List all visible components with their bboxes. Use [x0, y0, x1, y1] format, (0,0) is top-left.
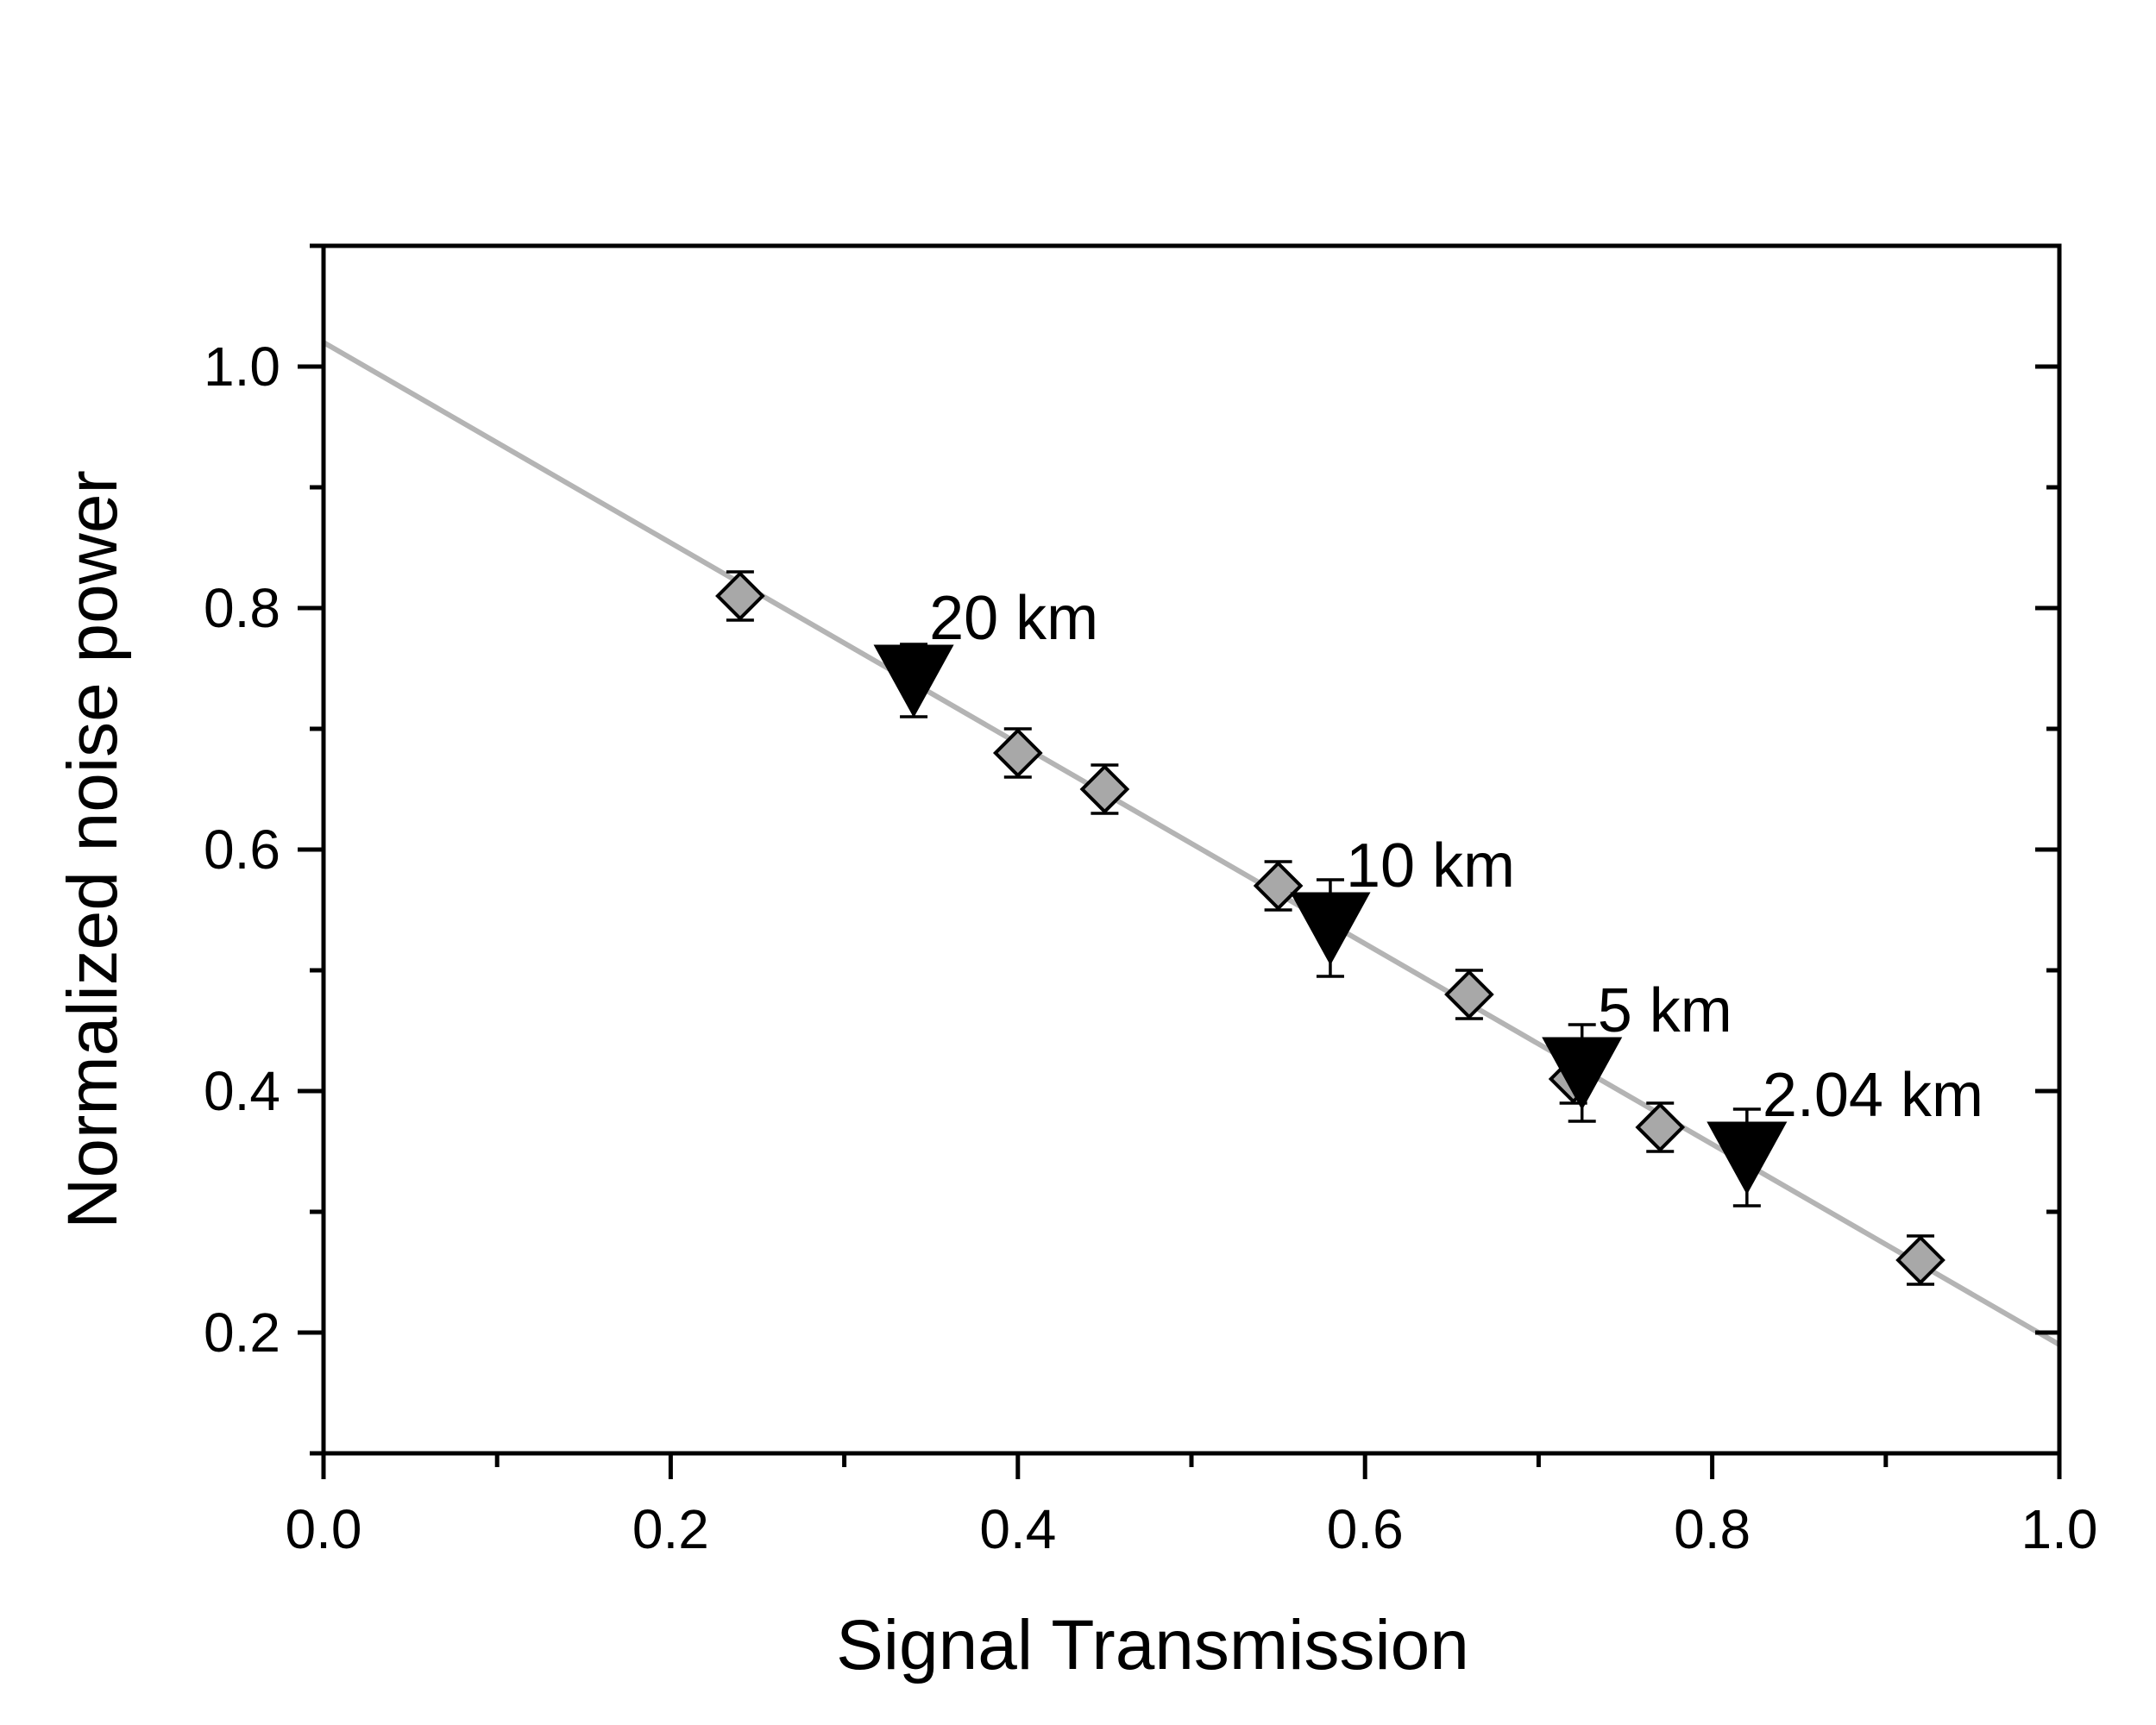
- triangle-point: [1542, 1037, 1623, 1111]
- x-tick-label: 0.4: [979, 1498, 1056, 1560]
- distance-annotation: 10 km: [1346, 831, 1515, 900]
- plot-frame: [321, 243, 2062, 1456]
- y-tick-label: 0.6: [204, 819, 280, 881]
- diamond-point: [1079, 764, 1130, 814]
- triangle-point: [1707, 1121, 1788, 1195]
- x-tick-label: 0.2: [632, 1498, 709, 1560]
- fit-line-layer: [322, 340, 2061, 1347]
- y-tick-label: 1.0: [204, 336, 280, 398]
- y-tick-label: 0.8: [204, 577, 280, 639]
- diamond-point: [1895, 1235, 1945, 1285]
- x-tick-label: 1.0: [2021, 1498, 2098, 1560]
- y-tick-label: 0.2: [204, 1302, 280, 1364]
- x-tick-label: 0.0: [286, 1498, 362, 1560]
- diamond-point: [992, 728, 1043, 778]
- diamond-point: [1444, 969, 1494, 1019]
- plot-frame-box: [321, 243, 2062, 1456]
- distance-annotation: 2.04 km: [1763, 1061, 1983, 1130]
- diamond-point: [1253, 861, 1304, 911]
- x-axis-title: Signal Transmission: [836, 1606, 1469, 1684]
- fit-line: [322, 340, 2061, 1347]
- distance-annotation: 20 km: [929, 584, 1098, 653]
- diamond-point: [1635, 1102, 1686, 1152]
- x-tick-label: 0.6: [1327, 1498, 1404, 1560]
- y-axis-title: Normalized noise power: [53, 470, 132, 1229]
- y-tick-label: 0.4: [204, 1060, 280, 1122]
- annotation-layer: 20 km 10 km 5 km 2.04 km: [929, 584, 1983, 1130]
- triangle-point: [1290, 892, 1371, 966]
- diamond-point: [715, 571, 765, 621]
- data-point-layer: [715, 571, 1945, 1285]
- x-tick-label: 0.8: [1674, 1498, 1751, 1560]
- triangle-point: [873, 644, 954, 718]
- distance-annotation: 5 km: [1598, 976, 1732, 1045]
- axis-ticks: 0.0 0.2 0.4 0.6 0.8 1.0 0.2 0.4 0.6 0.8 1.0: [204, 243, 2098, 1560]
